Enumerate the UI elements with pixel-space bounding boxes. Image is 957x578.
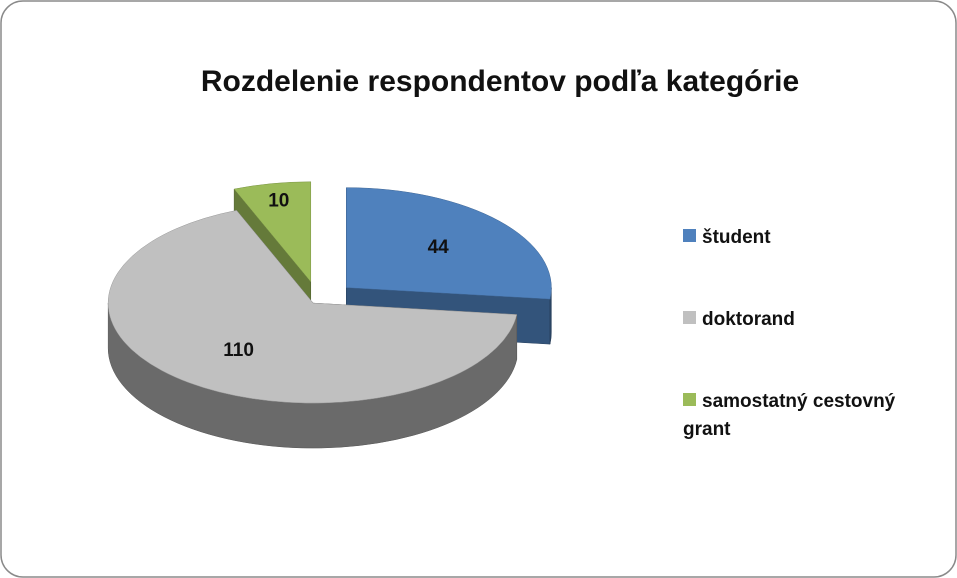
slice <box>233 181 312 283</box>
data-label: 44 <box>428 237 450 258</box>
slice <box>107 210 518 404</box>
data-label: 10 <box>268 190 289 211</box>
chart-title: Rozdelenie respondentov podľa kategórie <box>201 65 799 98</box>
legend-label: doktorand <box>702 309 795 330</box>
legend-label: študent <box>702 227 771 248</box>
legend-entry: doktorand <box>683 306 943 334</box>
legend-entry: samostatný cestovný grant <box>683 388 943 444</box>
data-label: 110 <box>223 340 254 361</box>
legend-swatch <box>683 229 696 242</box>
legend-swatch <box>683 311 696 324</box>
legend-label: samostatný cestovný grant <box>683 391 896 440</box>
legend-swatch <box>683 393 696 406</box>
slice <box>346 187 552 300</box>
legend-entry: študent <box>683 224 943 252</box>
